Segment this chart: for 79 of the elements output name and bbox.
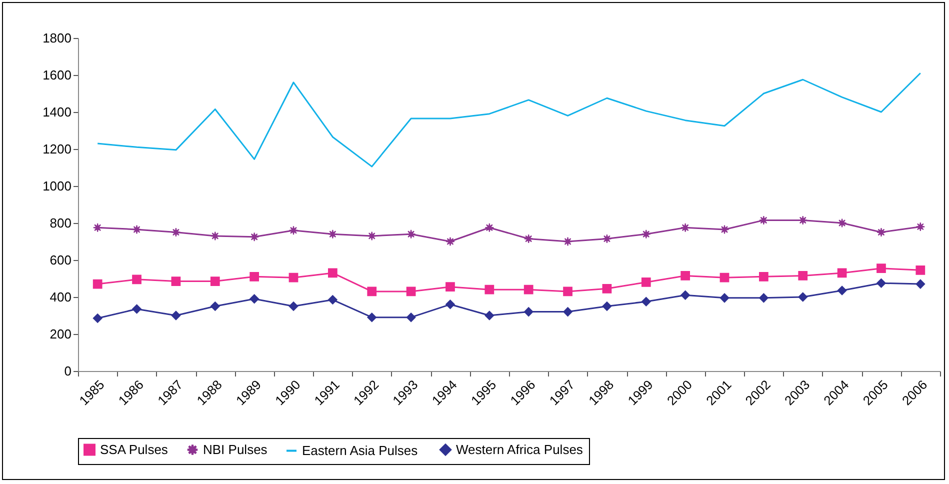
point — [132, 224, 142, 234]
y-tick-label: 1400 — [42, 104, 72, 120]
legend-label: SSA Pulses — [100, 442, 168, 457]
y-tick-label: 1000 — [42, 178, 72, 194]
point — [92, 314, 102, 323]
point — [210, 231, 220, 241]
point — [563, 307, 572, 316]
point — [837, 268, 847, 278]
point — [446, 300, 455, 310]
point — [210, 276, 220, 286]
point — [798, 292, 808, 302]
point — [446, 282, 455, 292]
y-tick-label: 200 — [50, 326, 72, 342]
y-tick-label: 600 — [50, 252, 72, 268]
line-series — [96, 72, 922, 168]
point — [524, 234, 534, 244]
point — [641, 229, 651, 239]
point — [328, 229, 338, 239]
point — [524, 284, 534, 294]
point — [641, 296, 651, 306]
point — [680, 290, 690, 300]
point — [563, 236, 572, 246]
point — [171, 228, 181, 237]
point — [328, 268, 338, 278]
point — [288, 226, 298, 236]
point — [641, 278, 651, 287]
point — [602, 284, 612, 294]
point — [798, 271, 808, 280]
point — [916, 222, 926, 232]
point — [288, 302, 298, 311]
point — [406, 312, 416, 322]
point — [210, 302, 220, 311]
point — [916, 265, 926, 275]
point — [916, 279, 926, 289]
point — [367, 312, 377, 322]
point — [876, 264, 886, 274]
legend-label: NBI Pulses — [203, 442, 268, 457]
point — [250, 294, 259, 304]
point — [484, 284, 494, 294]
y-tick-label: 0 — [64, 364, 72, 378]
point — [132, 304, 142, 314]
y-tick-label: 1600 — [42, 68, 72, 82]
point — [171, 310, 181, 320]
y-tick-label: 1800 — [42, 30, 72, 46]
point — [250, 232, 259, 242]
legend-label: Eastern Asia Pulses — [302, 442, 418, 458]
point — [250, 272, 259, 282]
point — [837, 286, 847, 296]
y-tick-label: 1200 — [42, 142, 72, 156]
point — [759, 293, 768, 303]
point — [759, 272, 768, 282]
point — [92, 222, 102, 232]
point — [484, 310, 494, 320]
point — [602, 234, 612, 244]
point — [171, 276, 181, 286]
point — [288, 272, 298, 282]
point — [524, 307, 534, 316]
point — [328, 295, 338, 304]
point — [680, 222, 690, 232]
point — [92, 279, 102, 289]
point — [367, 286, 377, 296]
point — [563, 286, 572, 296]
point — [720, 272, 730, 282]
point — [837, 218, 847, 228]
point — [406, 286, 416, 296]
point — [446, 236, 455, 246]
y-tick-label: 800 — [50, 216, 72, 230]
point — [602, 302, 612, 311]
point — [876, 278, 886, 288]
point — [798, 216, 808, 225]
y-tick-label: 400 — [50, 290, 72, 304]
legend-label: Western Africa Pulses — [456, 442, 584, 457]
point — [367, 231, 377, 241]
point — [720, 224, 730, 234]
point — [680, 271, 690, 280]
point — [876, 228, 886, 237]
point — [132, 274, 142, 284]
point — [720, 293, 730, 303]
point — [484, 222, 494, 232]
